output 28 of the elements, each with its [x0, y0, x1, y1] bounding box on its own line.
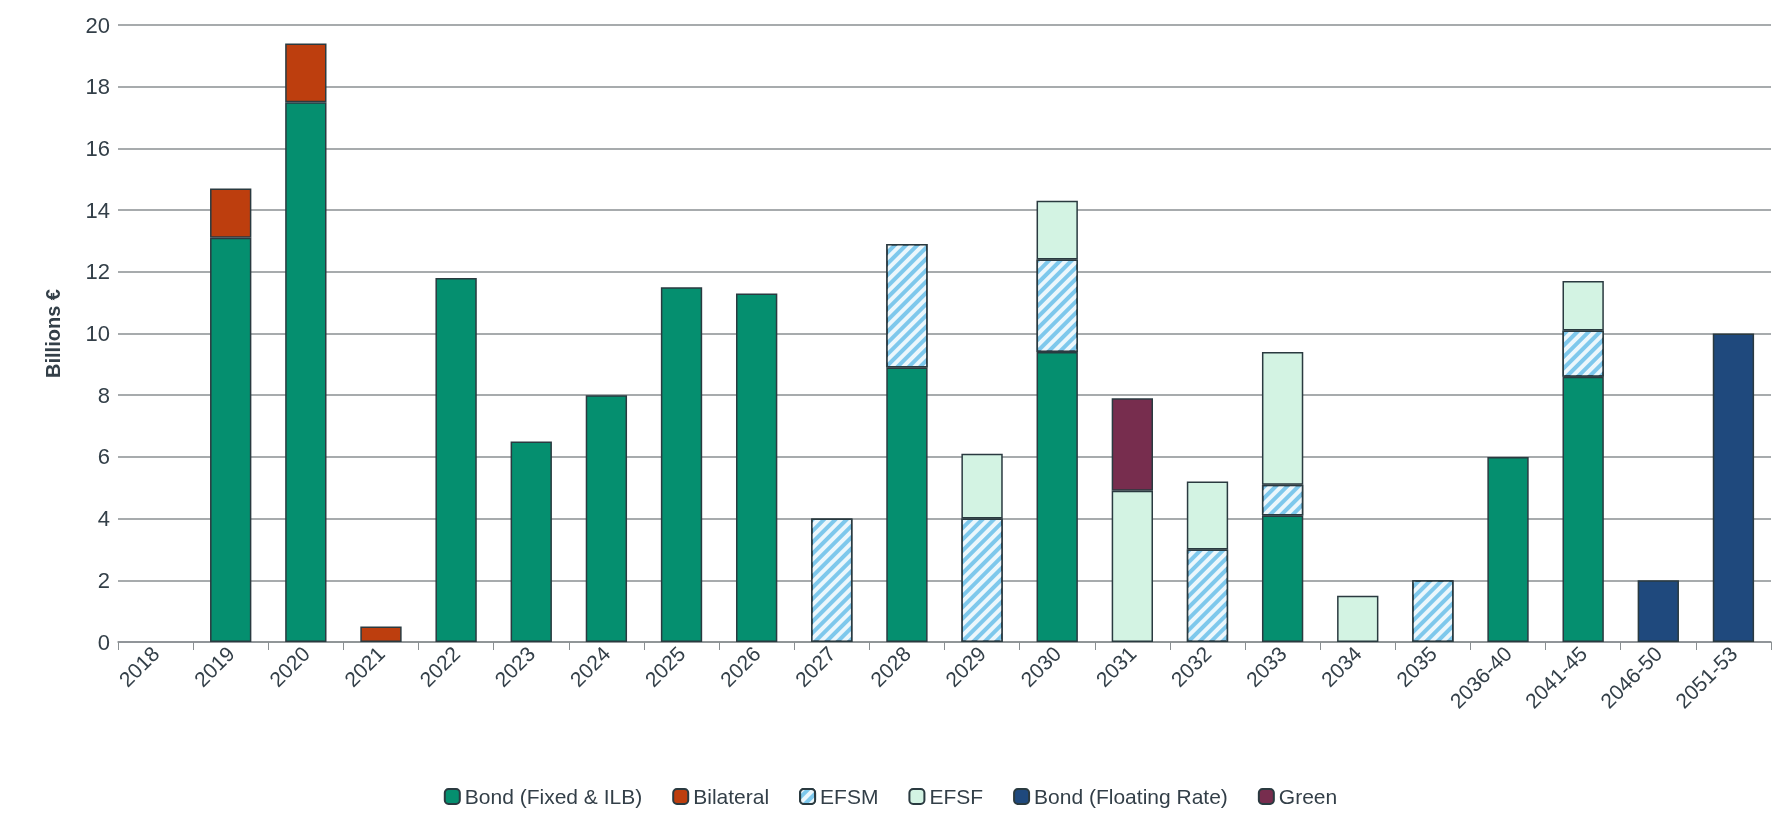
- legend-label: Bond (Fixed & ILB): [464, 785, 643, 808]
- y-axis-title: Billions €: [42, 289, 64, 378]
- bar: [1487, 456, 1529, 642]
- bar: [360, 626, 402, 642]
- legend-label: EFSM: [820, 785, 879, 808]
- bar: [435, 277, 477, 642]
- y-tick-label: 18: [85, 74, 110, 100]
- legend-label: Bilateral: [693, 785, 770, 808]
- y-tick-label: 10: [85, 321, 110, 346]
- bar: [660, 287, 703, 642]
- bar: [1337, 595, 1379, 642]
- y-tick-label: 14: [85, 197, 110, 223]
- y-tick-label: 12: [85, 259, 110, 285]
- bar: [1712, 333, 1755, 642]
- y-tick-label: 8: [97, 382, 110, 408]
- y-tick-label: 6: [97, 444, 110, 470]
- y-tick-label: 20: [85, 12, 110, 38]
- bar: [736, 293, 778, 642]
- legend-label: EFSF: [929, 785, 984, 808]
- bar: [1637, 580, 1679, 642]
- legend-label: Green: [1278, 785, 1338, 808]
- bar: [510, 441, 552, 642]
- bar: [585, 395, 628, 642]
- y-tick-label: 0: [97, 629, 110, 655]
- y-tick-label: 4: [97, 506, 110, 532]
- legend-label: Bond (Floating Rate): [1034, 785, 1228, 808]
- y-tick-label: 2: [97, 567, 110, 593]
- y-tick-label: 16: [85, 135, 110, 161]
